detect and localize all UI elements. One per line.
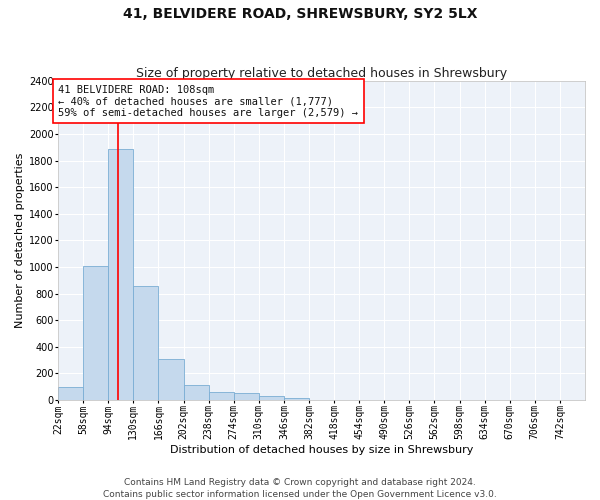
Bar xyxy=(259,396,284,400)
Title: Size of property relative to detached houses in Shrewsbury: Size of property relative to detached ho… xyxy=(136,66,507,80)
Bar xyxy=(158,359,184,400)
Text: Contains HM Land Registry data © Crown copyright and database right 2024.
Contai: Contains HM Land Registry data © Crown c… xyxy=(103,478,497,499)
Bar xyxy=(58,388,83,400)
Text: 41, BELVIDERE ROAD, SHREWSBURY, SY2 5LX: 41, BELVIDERE ROAD, SHREWSBURY, SY2 5LX xyxy=(123,8,477,22)
Bar xyxy=(133,286,158,400)
Text: 41 BELVIDERE ROAD: 108sqm
← 40% of detached houses are smaller (1,777)
59% of se: 41 BELVIDERE ROAD: 108sqm ← 40% of detac… xyxy=(58,84,358,118)
X-axis label: Distribution of detached houses by size in Shrewsbury: Distribution of detached houses by size … xyxy=(170,445,473,455)
Bar xyxy=(184,384,209,400)
Y-axis label: Number of detached properties: Number of detached properties xyxy=(15,152,25,328)
Bar xyxy=(83,266,108,400)
Bar xyxy=(209,392,234,400)
Bar xyxy=(234,394,259,400)
Bar xyxy=(108,148,133,400)
Bar xyxy=(284,398,309,400)
